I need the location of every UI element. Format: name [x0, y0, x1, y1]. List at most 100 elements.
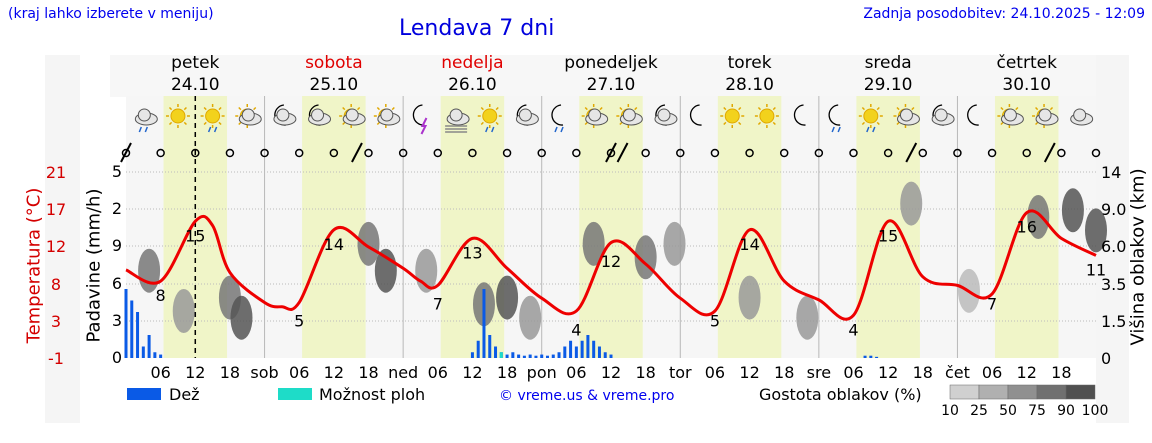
rain-bar-20: [545, 355, 549, 358]
wind-circle-23: [918, 148, 928, 158]
temp-label-13: 16: [1017, 218, 1037, 237]
x-tick-3: sob: [250, 363, 278, 382]
wind-circle-9: [433, 148, 443, 158]
rain-bar-23: [563, 346, 567, 358]
density-swatch-2: [1007, 384, 1038, 400]
rain-bar-17: [528, 354, 532, 358]
x-tick-14: 18: [635, 363, 655, 382]
rain-bar-25: [574, 346, 578, 358]
sun-rain-icon: [200, 104, 225, 133]
wind-circle-18: [745, 148, 754, 158]
wind-circle-27: [1057, 148, 1066, 158]
day-header-band: [110, 55, 1096, 97]
temperature-axis-label: Temperatura (°C): [23, 187, 45, 344]
temp-label-5: 13: [462, 243, 482, 262]
temp-label-3: 14: [324, 235, 344, 254]
day-date-0: 24.10: [171, 75, 220, 95]
sun-cloud-icon: [373, 104, 401, 128]
x-tick-19: sre: [807, 363, 831, 382]
wind-circle-24: [953, 148, 962, 158]
credit-link[interactable]: © vreme.us & vreme.pro: [499, 388, 675, 404]
cloud-fog-icon: [445, 108, 470, 133]
temp-label-11: 15: [878, 226, 898, 245]
cloud-density-legend-label: Gostota oblakov (%): [759, 385, 922, 404]
rain-bar-9: [482, 289, 486, 358]
wind-circle-17: [710, 148, 720, 158]
temp-label-4: 7: [433, 295, 443, 314]
moon-cloud-icon: [654, 104, 678, 126]
cloud-tick-2: 6.0: [1101, 237, 1126, 256]
moon-cloud-icon: [931, 104, 955, 126]
day-date-2: 26.10: [448, 75, 497, 95]
temp-tick-5: -1: [48, 349, 64, 368]
x-tick-4: 06: [289, 363, 309, 382]
density-value-2: 50: [999, 403, 1017, 419]
temp-label-1: 15: [185, 226, 205, 245]
precip-tick-1: 2: [112, 199, 122, 218]
sun-cloud-icon: [1032, 104, 1059, 128]
sun-icon: [720, 104, 745, 128]
x-tick-1: 12: [185, 363, 205, 382]
temp-tick-0: 21: [46, 163, 66, 182]
cloud-tick-3: 3.5: [1101, 275, 1126, 294]
temp-label-10: 4: [848, 320, 858, 339]
rain-bar-28: [592, 340, 596, 358]
rain-legend-label: Dež: [169, 385, 200, 404]
temp-label-2: 5: [294, 312, 304, 331]
wind-circle-11: [502, 148, 512, 158]
day-name-3: ponedeljek: [564, 53, 658, 73]
cloud-tick-1: 9.0: [1101, 200, 1126, 219]
rain-bar-16: [522, 355, 526, 358]
rain-bar-5: [153, 352, 157, 358]
x-tick-5: 12: [324, 363, 344, 382]
density-value-3: 75: [1028, 403, 1046, 419]
rain-bar-26: [580, 340, 584, 358]
x-tick-20: 06: [843, 363, 863, 382]
density-value-5: 100: [1082, 403, 1109, 419]
cloud-rain-icon: [134, 108, 158, 133]
rain-bar-11: [494, 346, 498, 358]
temp-label-7: 12: [601, 252, 621, 271]
density-swatch-0: [949, 384, 980, 400]
temp-label-8: 5: [710, 312, 720, 331]
sun-cloud-icon: [616, 104, 643, 128]
storm-bar-0: [499, 352, 503, 358]
x-tick-9: 12: [462, 363, 482, 382]
x-tick-15: tor: [669, 363, 692, 382]
cloud-patch-14: [796, 295, 819, 340]
temperature-line: [125, 209, 1097, 321]
x-tick-25: 12: [1017, 363, 1037, 382]
x-tick-2: 18: [220, 363, 240, 382]
x-tick-23: čet: [945, 363, 970, 382]
rain-bar-14: [511, 352, 515, 358]
temp-tick-1: 17: [46, 200, 66, 219]
day-name-6: četrtek: [996, 53, 1057, 73]
density-swatch-3: [1036, 384, 1067, 400]
cloud-tick-4: 1.5: [1101, 312, 1126, 331]
daylight-band-1: [302, 96, 366, 358]
rain-bar-21: [551, 354, 555, 358]
density-value-0: 10: [941, 403, 959, 419]
temp-label-12: 7: [987, 295, 997, 314]
location-menu-hint[interactable]: (kraj lahko izberete v meniju): [8, 6, 214, 22]
wind-circle-16: [676, 148, 685, 158]
density-value-1: 25: [970, 403, 988, 419]
rain-bar-6: [159, 354, 163, 358]
rain-bar-1: [130, 300, 134, 358]
cloud-patch-19: [1085, 208, 1107, 253]
x-tick-7: ned: [388, 363, 418, 382]
day-date-1: 25.10: [310, 75, 359, 95]
x-tick-21: 12: [878, 363, 898, 382]
x-tick-8: 06: [428, 363, 448, 382]
wind-circle-5: [294, 148, 304, 158]
x-tick-26: 18: [1051, 363, 1071, 382]
wind-circle-28: [1091, 148, 1101, 158]
density-swatch-4: [1065, 384, 1096, 400]
cloud-patch-9: [519, 295, 542, 340]
cloud-patch-8: [496, 275, 519, 320]
precip-tick-3: 6: [112, 274, 122, 293]
wind-circle-4: [260, 148, 269, 158]
day-date-6: 30.10: [1002, 75, 1051, 95]
rain-bar-19: [540, 354, 544, 358]
